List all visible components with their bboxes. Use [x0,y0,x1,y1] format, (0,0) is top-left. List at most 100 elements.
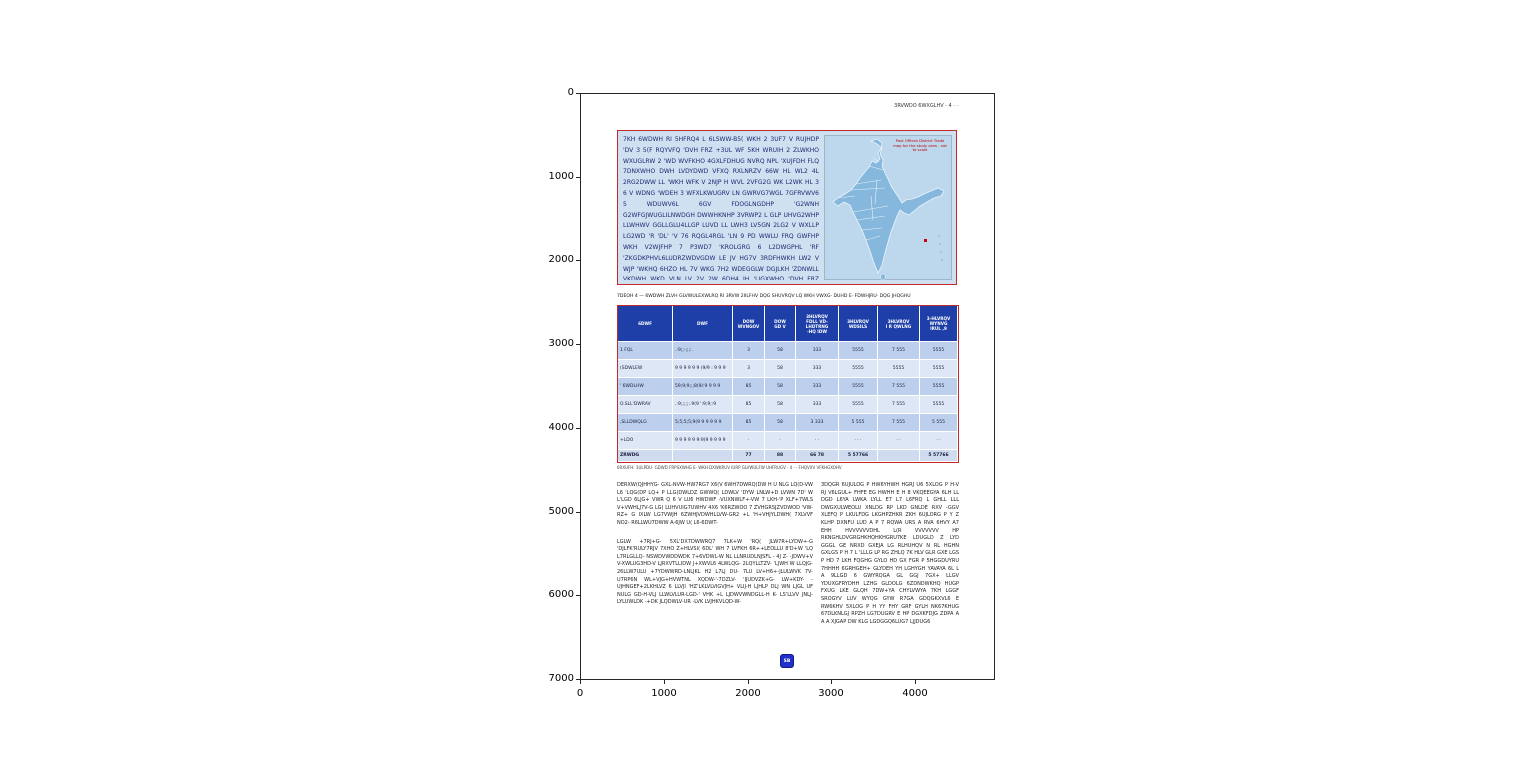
table-source-note: 6RXUFH: 3ULPDU· GDWD FRPSXWHG E· WKH DXW… [617,465,842,470]
y-tick-mark [576,93,580,94]
table-cell: 5 555 [920,414,958,432]
x-tick-mark [915,680,916,684]
y-tick-label: 7000 [548,673,574,684]
figure-axes: 3RVWDO 6WXGLHV · 4 · · 7KH 6WDWH RI 5HFR… [580,93,995,680]
table-cell: 85 [733,414,765,432]
y-tick-label: 3000 [548,338,574,349]
table-cell: ZRWDG [618,450,673,462]
x-tick-mark [748,680,749,684]
table-cell: DOW WVNGOV [733,306,765,342]
table-cell: · · · [839,432,878,450]
table-caption: 7DEOH 4 — 6WDWH ZLVH GLVWULEXWLRQ RI 3RV… [617,294,911,299]
y-tick-mark [576,595,580,596]
table-cell: 5555 [878,360,920,378]
table-cell: 3 333 [796,414,839,432]
table-cell: 7 555 [878,342,920,360]
india-map-icon [832,138,945,281]
table-cell: 9 9 9 9 9 9:9(9 9 9 9 9 [673,432,733,450]
intro-box: 7KH 6WDWH RI 5HFRQ4 L 6LSWW-B5( WKH 2 3U… [617,130,957,285]
table-cell: 66 78 [796,450,839,462]
page-header-text: 3RVWDO 6WXGLHV · 4 · · [894,103,958,109]
table-cell: 5555 [839,378,878,396]
table-cell: (SDWLEW [618,360,673,378]
y-tick-mark [576,260,580,261]
table-cell: 5555 [920,342,958,360]
document-page: 3RVWDO 6WXGLHV · 4 · · 7KH 6WDWH RI 5HFR… [581,94,994,679]
table-cell: · · [796,432,839,450]
table-cell: 77 [733,450,765,462]
table-cell [878,450,920,462]
table-cell: O.SLL'DWRAV [618,396,673,414]
y-tick-label: 1000 [548,171,574,182]
page-emblem-icon: SB [780,654,794,668]
table-cell [673,450,733,462]
x-tick-mark [664,680,665,684]
table-cell: DOW GD V [765,306,796,342]
table-cell: 58 [765,396,796,414]
table-cell: 333 [796,378,839,396]
y-tick-label: 4000 [548,422,574,433]
y-tick-label: 5000 [548,506,574,517]
y-tick-mark [576,177,580,178]
table-cell: 5555 [839,342,878,360]
y-tick-mark [576,428,580,429]
table-cell: 333 [796,360,839,378]
table-cell: 88 [765,450,796,462]
table-cell: 58 [765,378,796,396]
table-cell: ' 6WDLHW [618,378,673,396]
body-column-right: 3DQGR 6UJULOG P HW6YHWH HGRJ U6 5XLOG P … [821,482,959,637]
table-cell: 333 [796,342,839,360]
body-paragraph: LGLW +7RJ+G- 5XL'DX7DWWRQ7 7LK+W 'RQ( JL… [617,538,813,606]
table-cell: 3HLVRQV WDSILS [839,306,878,342]
table-cell: 58 [765,360,796,378]
table-cell: 85 [733,396,765,414]
map-caption: Post Offices District Trade map for the … [893,138,947,153]
table-cell: DWF [673,306,733,342]
x-tick-label: 0 [576,688,584,699]
table-cell: 3HLVRQV I R QWLNG [878,306,920,342]
x-tick-label: 1000 [651,688,677,699]
table-cell: 85 [733,378,765,396]
table-cell: · [733,432,765,450]
table-cell: · · [920,432,958,450]
table-cell: .:9;;-;;;:. [673,342,733,360]
body-paragraph: 3DQGR 6UJULOG P HW6YHWH HGRJ U6 5XLOG P … [821,482,959,625]
table-cell: 5555 [839,396,878,414]
x-tick-mark [580,680,581,684]
table-cell: 5;5;5;5;9(9 9 9 9 9 9 [673,414,733,432]
table-cell: 3 [733,360,765,378]
intro-paragraph: 7KH 6WDWH RI 5HFRQ4 L 6LSWW-B5( WKH 2 3U… [623,136,819,280]
table-cell: 7 555 [878,378,920,396]
y-tick-label: 6000 [548,589,574,600]
table-cell: 5 57766 [920,450,958,462]
x-tick-label: 2000 [735,688,761,699]
x-tick-label: 4000 [902,688,928,699]
table-cell: 59;9;9;;;8(9/:9 9 9 9 [673,378,733,396]
table-cell: 5555 [920,378,958,396]
table-cell: · · [878,432,920,450]
table-cell: 58 [765,414,796,432]
table-cell: 7 555 [878,414,920,432]
table-cell: 7 555 [878,396,920,414]
table-cell: 5555 [839,360,878,378]
body-paragraph: DERXW(QJHHYG- GXL-NVW-HW7RG7 X6(V 6WH7DW… [617,482,813,526]
y-tick-label: 0 [567,87,574,98]
table-cell: 6DWF [618,306,673,342]
y-tick-label: 2000 [548,254,574,265]
table-cell: 9 9 9 9 9 9 (9/9 : 9 9 9 [673,360,733,378]
map-marker [924,239,927,242]
y-tick-mark [576,679,580,680]
table-cell: 5555 [920,396,958,414]
table-cell: 3 [733,342,765,360]
table-cell: 3-HLVRQV WYNVG IRUL ,9 [920,306,958,342]
table-cell: ,SLLDWQLG [618,414,673,432]
table-cell: 3HLVRQV FDLL VD- LHDTRNG -HQ IDW [796,306,839,342]
y-tick-mark [576,344,580,345]
table-cell: .:9;;;;;:.9(9 ':9;9;:9 [673,396,733,414]
table-cell: 333 [796,396,839,414]
x-tick-mark [831,680,832,684]
table-cell: 5 57766 [839,450,878,462]
table-cell: · [765,432,796,450]
table-cell: 58 [765,342,796,360]
table-cell: 5555 [920,360,958,378]
